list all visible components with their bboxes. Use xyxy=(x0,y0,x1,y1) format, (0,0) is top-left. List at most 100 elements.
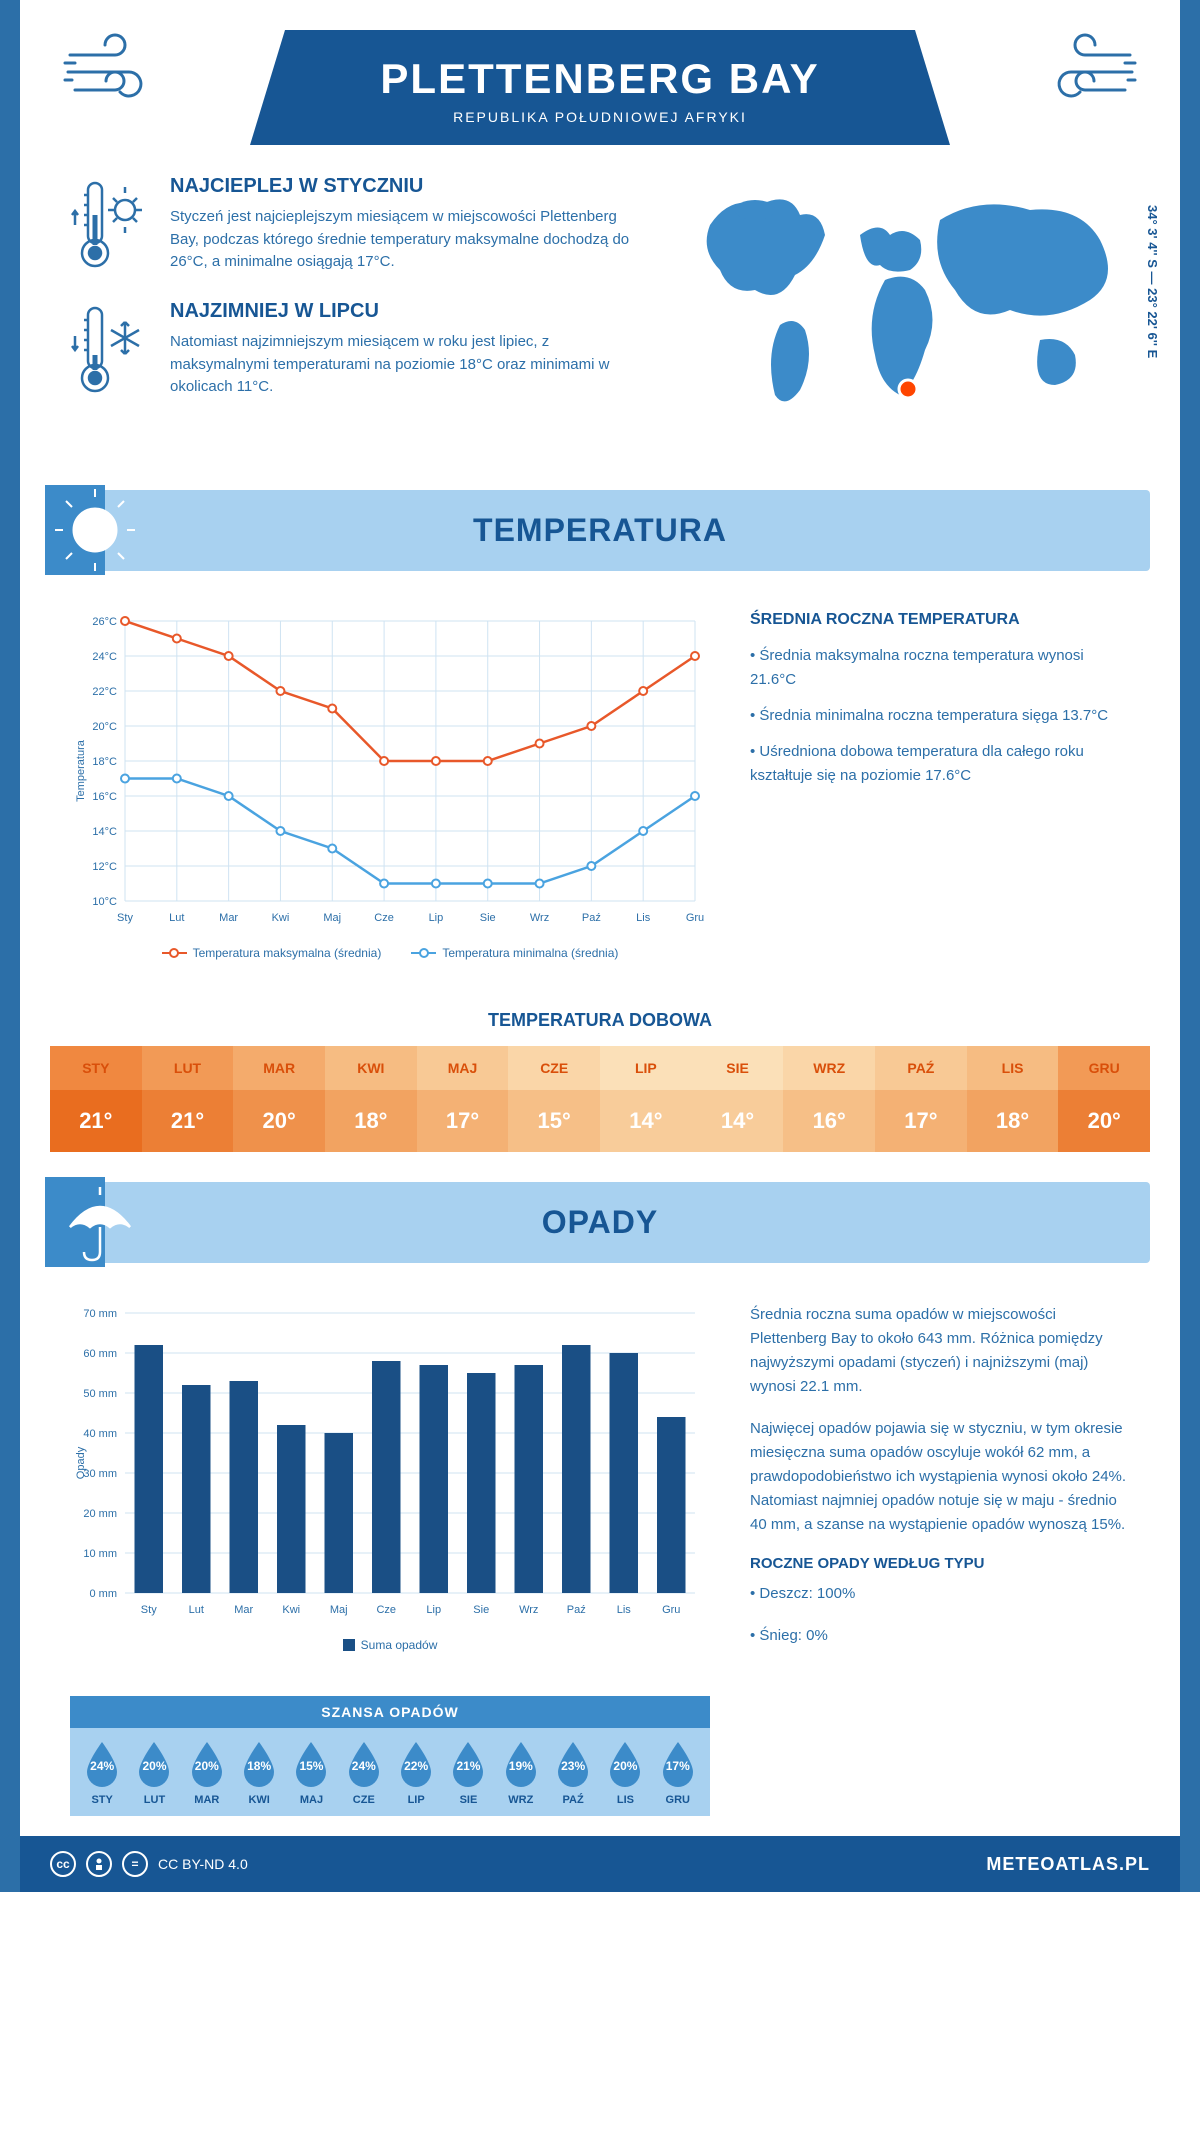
daily-temp-title: TEMPERATURA DOBOWA xyxy=(20,1010,1180,1031)
chance-col: 24% STY xyxy=(76,1740,128,1806)
thermometer-cold-icon xyxy=(70,300,150,400)
svg-text:Lis: Lis xyxy=(636,912,651,924)
coldest-text: Natomiast najzimniejszym miesiącem w rok… xyxy=(170,331,630,399)
chance-col: 19% WRZ xyxy=(495,1740,547,1806)
page-subtitle: REPUBLIKA POŁUDNIOWEJ AFRYKI xyxy=(310,109,890,125)
cc-icon: cc xyxy=(50,1851,76,1877)
svg-text:Maj: Maj xyxy=(330,1604,348,1616)
daily-temp-table: STY21°LUT21°MAR20°KWI18°MAJ17°CZE15°LIP1… xyxy=(50,1046,1150,1152)
raindrop-icon: 23% xyxy=(552,1740,594,1788)
temperature-banner: TEMPERATURA xyxy=(50,490,1150,571)
license-text: CC BY-ND 4.0 xyxy=(158,1856,248,1872)
raindrop-icon: 20% xyxy=(133,1740,175,1788)
umbrella-icon xyxy=(55,1177,145,1267)
chance-col: 24% CZE xyxy=(338,1740,390,1806)
svg-text:0 mm: 0 mm xyxy=(90,1588,118,1600)
svg-text:18°C: 18°C xyxy=(92,756,117,768)
by-icon xyxy=(86,1851,112,1877)
svg-text:Temperatura: Temperatura xyxy=(75,739,87,802)
info-section: NAJCIEPLEJ W STYCZNIU Styczeń jest najci… xyxy=(20,165,1180,470)
chance-col: 18% KWI xyxy=(233,1740,285,1806)
svg-text:40 mm: 40 mm xyxy=(83,1428,117,1440)
temperature-title: TEMPERATURA xyxy=(72,512,1128,549)
chance-col: 23% PAŹ xyxy=(547,1740,599,1806)
raindrop-icon: 21% xyxy=(447,1740,489,1788)
daily-col: KWI18° xyxy=(325,1046,417,1152)
svg-text:20°C: 20°C xyxy=(92,721,117,733)
svg-text:Wrz: Wrz xyxy=(519,1604,538,1616)
wind-icon xyxy=(1020,30,1140,120)
title-banner: PLETTENBERG BAY REPUBLIKA POŁUDNIOWEJ AF… xyxy=(250,30,950,145)
svg-text:60 mm: 60 mm xyxy=(83,1348,117,1360)
precip-title: OPADY xyxy=(72,1204,1128,1241)
svg-text:Kwi: Kwi xyxy=(272,912,290,924)
svg-text:Maj: Maj xyxy=(323,912,341,924)
nd-icon: = xyxy=(122,1851,148,1877)
temperature-summary: ŚREDNIA ROCZNA TEMPERATURA • Średnia mak… xyxy=(750,611,1130,960)
legend-min: Temperatura minimalna (średnia) xyxy=(411,946,618,960)
svg-text:Sty: Sty xyxy=(117,912,133,924)
raindrop-icon: 20% xyxy=(604,1740,646,1788)
raindrop-icon: 19% xyxy=(500,1740,542,1788)
svg-text:22°C: 22°C xyxy=(92,686,117,698)
daily-col: LUT21° xyxy=(142,1046,234,1152)
chance-col: 22% LIP xyxy=(390,1740,442,1806)
svg-text:Mar: Mar xyxy=(219,912,238,924)
page-title: PLETTENBERG BAY xyxy=(310,55,890,103)
rain-chance-box: SZANSA OPADÓW 24% STY 20% LUT 20% MAR 18… xyxy=(70,1696,710,1816)
svg-text:70 mm: 70 mm xyxy=(83,1308,117,1320)
svg-text:Sie: Sie xyxy=(480,912,496,924)
svg-text:26°C: 26°C xyxy=(92,616,117,628)
svg-text:Paź: Paź xyxy=(582,912,601,924)
daily-col: MAJ17° xyxy=(417,1046,509,1152)
chance-col: 15% MAJ xyxy=(285,1740,337,1806)
svg-text:12°C: 12°C xyxy=(92,861,117,873)
thermometer-hot-icon xyxy=(70,175,150,275)
raindrop-icon: 22% xyxy=(395,1740,437,1788)
daily-col: SIE14° xyxy=(692,1046,784,1152)
svg-text:Opady: Opady xyxy=(75,1446,87,1479)
wind-icon xyxy=(60,30,180,120)
svg-text:Lip: Lip xyxy=(426,1604,441,1616)
chance-col: 21% SIE xyxy=(442,1740,494,1806)
chance-col: 20% LUT xyxy=(128,1740,180,1806)
daily-col: WRZ16° xyxy=(783,1046,875,1152)
coldest-title: NAJZIMNIEJ W LIPCU xyxy=(170,300,630,323)
raindrop-icon: 15% xyxy=(290,1740,332,1788)
svg-text:30 mm: 30 mm xyxy=(83,1468,117,1480)
raindrop-icon: 24% xyxy=(81,1740,123,1788)
temperature-chart: 10°C12°C14°C16°C18°C20°C22°C24°C26°CStyL… xyxy=(70,611,710,960)
warmest-text: Styczeń jest najcieplejszym miesiącem w … xyxy=(170,206,630,274)
svg-text:Mar: Mar xyxy=(234,1604,253,1616)
svg-text:10°C: 10°C xyxy=(92,896,117,908)
chance-col: 17% GRU xyxy=(652,1740,704,1806)
svg-text:Gru: Gru xyxy=(686,912,704,924)
precip-summary: Średnia roczna suma opadów w miejscowośc… xyxy=(750,1303,1130,1666)
daily-col: CZE15° xyxy=(508,1046,600,1152)
svg-text:14°C: 14°C xyxy=(92,826,117,838)
coordinates: 34° 3' 4'' S — 23° 22' 6'' E xyxy=(1145,205,1160,358)
world-map: 34° 3' 4'' S — 23° 22' 6'' E xyxy=(670,175,1130,440)
warmest-title: NAJCIEPLEJ W STYCZNIU xyxy=(170,175,630,198)
precip-banner: OPADY xyxy=(50,1182,1150,1263)
svg-text:24°C: 24°C xyxy=(92,651,117,663)
svg-text:Lut: Lut xyxy=(169,912,184,924)
precip-chart: 0 mm10 mm20 mm30 mm40 mm50 mm60 mm70 mmS… xyxy=(70,1303,710,1666)
svg-text:Cze: Cze xyxy=(374,912,394,924)
legend-max: Temperatura maksymalna (średnia) xyxy=(162,946,382,960)
raindrop-icon: 18% xyxy=(238,1740,280,1788)
svg-text:Sie: Sie xyxy=(473,1604,489,1616)
raindrop-icon: 24% xyxy=(343,1740,385,1788)
raindrop-icon: 20% xyxy=(186,1740,228,1788)
site-name: METEOATLAS.PL xyxy=(986,1854,1150,1875)
svg-text:Sty: Sty xyxy=(141,1604,157,1616)
sun-icon xyxy=(55,485,145,575)
svg-text:Cze: Cze xyxy=(376,1604,396,1616)
daily-col: LIS18° xyxy=(967,1046,1059,1152)
svg-text:Lut: Lut xyxy=(189,1604,204,1616)
svg-text:20 mm: 20 mm xyxy=(83,1508,117,1520)
daily-col: GRU20° xyxy=(1058,1046,1150,1152)
svg-text:Gru: Gru xyxy=(662,1604,680,1616)
warmest-block: NAJCIEPLEJ W STYCZNIU Styczeń jest najci… xyxy=(70,175,630,275)
svg-text:Lip: Lip xyxy=(429,912,444,924)
